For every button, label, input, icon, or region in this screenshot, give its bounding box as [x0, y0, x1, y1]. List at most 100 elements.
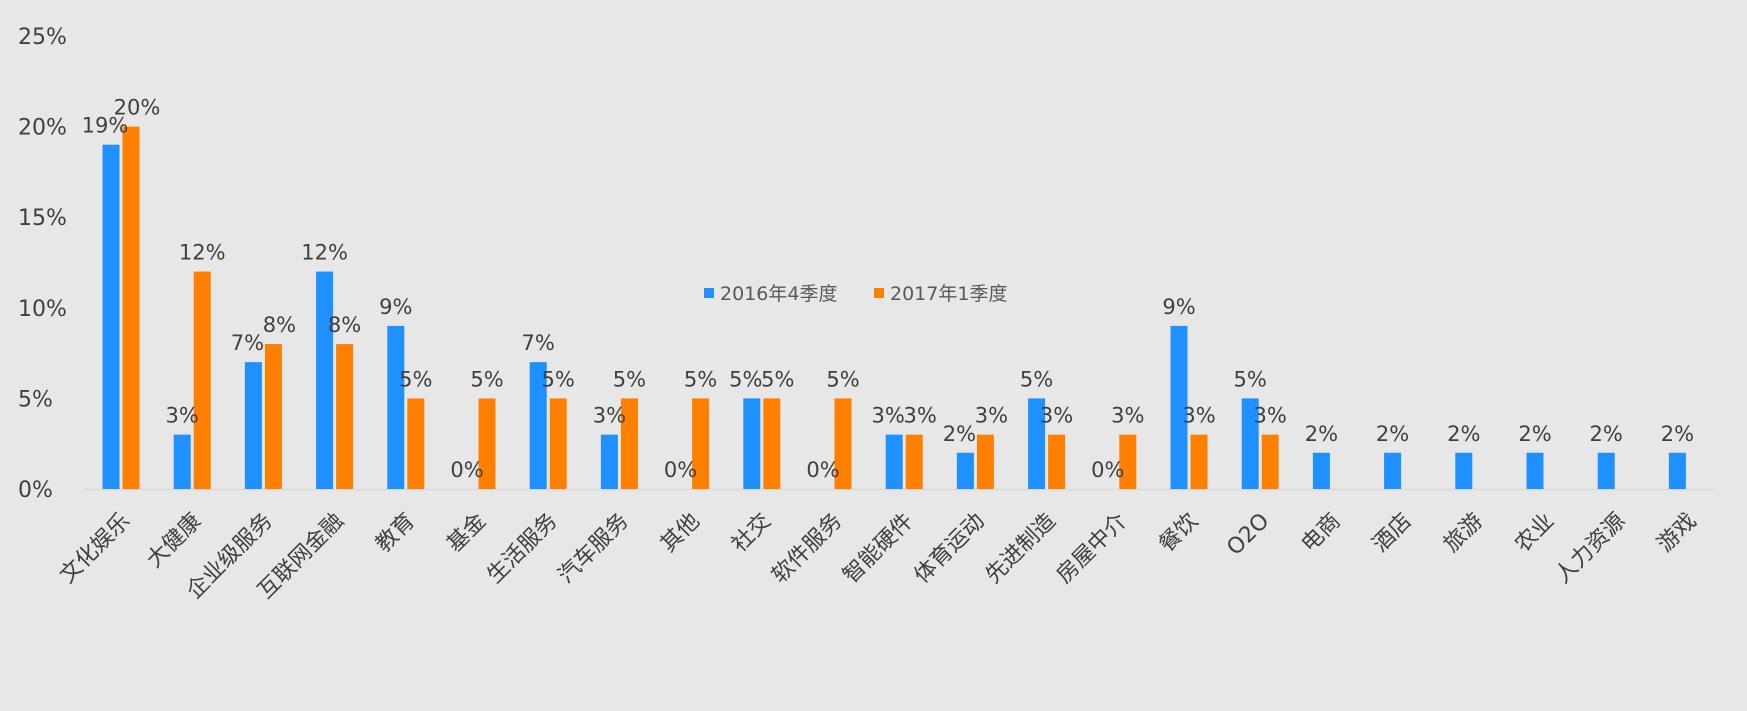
bar-series-1-1 — [173, 434, 191, 489]
bar-series-1-20 — [1526, 452, 1544, 489]
y-tick-label: 25% — [18, 25, 67, 50]
legend-swatch-series-2 — [874, 288, 884, 298]
data-label-series-1-14: 0% — [1091, 458, 1124, 482]
bar-series-1-19 — [1455, 452, 1473, 489]
data-label-series-2-16: 3% — [1254, 404, 1287, 428]
bar-series-1-21 — [1597, 452, 1615, 489]
y-tick-label: 5% — [18, 387, 53, 412]
bar-series-2-6 — [549, 398, 567, 489]
data-label-series-1-10: 0% — [806, 458, 839, 482]
bar-series-2-10 — [834, 398, 852, 489]
x-category-label: 餐饮 — [1154, 509, 1203, 558]
bars — [102, 126, 1686, 489]
data-label-series-1-15: 9% — [1162, 295, 1195, 319]
bar-series-1-17 — [1312, 452, 1330, 489]
y-tick-label: 0% — [18, 478, 53, 503]
x-category-label: 基金 — [442, 509, 491, 558]
bar-series-2-11 — [905, 434, 923, 489]
data-label-series-1-21: 2% — [1590, 422, 1623, 446]
data-label-series-2-2: 8% — [263, 313, 296, 337]
bar-series-1-9 — [743, 398, 761, 489]
bar-series-2-2 — [264, 344, 282, 489]
bar-series-2-15 — [1190, 434, 1208, 489]
x-category-label: 软件服务 — [767, 509, 847, 589]
bar-series-2-9 — [763, 398, 781, 489]
x-category-label: 其他 — [656, 509, 705, 558]
bar-series-1-18 — [1384, 452, 1402, 489]
data-label-series-1-9: 5% — [729, 367, 762, 391]
bar-series-1-4 — [387, 325, 405, 489]
bar-series-2-0 — [122, 126, 140, 489]
x-category-label: 文化娱乐 — [55, 509, 135, 589]
data-label-series-1-13: 5% — [1020, 367, 1053, 391]
x-category-label: 房屋中介 — [1052, 509, 1132, 589]
y-tick-label: 10% — [18, 297, 67, 322]
data-label-series-1-17: 2% — [1305, 422, 1338, 446]
data-label-series-2-0: 20% — [114, 96, 161, 120]
bar-series-1-7 — [600, 434, 618, 489]
legend-label-series-1: 2016年4季度 — [720, 283, 837, 305]
x-category-label: 农业 — [1510, 509, 1559, 558]
data-label-series-2-8: 5% — [684, 367, 717, 391]
data-label-series-2-9: 5% — [761, 367, 794, 391]
data-label-series-2-13: 3% — [1040, 404, 1073, 428]
data-label-series-2-14: 3% — [1111, 404, 1144, 428]
bar-series-2-7 — [620, 398, 638, 489]
bar-series-1-16 — [1241, 398, 1259, 489]
data-label-series-1-20: 2% — [1518, 422, 1551, 446]
legend-swatch-series-1 — [704, 288, 714, 298]
data-label-series-1-22: 2% — [1661, 422, 1694, 446]
x-category-label: O2O — [1222, 509, 1274, 561]
x-category-label: 游戏 — [1653, 509, 1702, 558]
bar-series-1-3 — [316, 271, 334, 489]
bar-series-2-13 — [1048, 434, 1066, 489]
bar-series-1-22 — [1668, 452, 1686, 489]
x-category-label: 酒店 — [1368, 509, 1417, 558]
x-category-label: 电商 — [1297, 509, 1346, 558]
bar-series-2-16 — [1261, 434, 1279, 489]
bar-series-2-5 — [478, 398, 496, 489]
y-axis-ticks: 0% 5% 10% 15% 20% 25% — [18, 25, 67, 503]
bar-series-2-4 — [407, 398, 425, 489]
data-label-series-2-11: 3% — [904, 404, 937, 428]
data-label-series-1-4: 9% — [379, 295, 412, 319]
data-label-series-1-16: 5% — [1234, 367, 1267, 391]
data-label-series-2-7: 5% — [613, 367, 646, 391]
data-label-series-1-8: 0% — [664, 458, 697, 482]
x-category-label: 旅游 — [1439, 509, 1488, 558]
bar-series-2-12 — [976, 434, 994, 489]
x-category-label: 汽车服务 — [554, 509, 634, 589]
legend-label-series-2: 2017年1季度 — [890, 283, 1007, 305]
bar-series-2-1 — [193, 271, 211, 489]
data-label-series-1-12: 2% — [943, 422, 976, 446]
bar-series-1-12 — [956, 452, 974, 489]
bar-series-1-13 — [1028, 398, 1046, 489]
y-tick-label: 15% — [18, 206, 67, 231]
data-label-series-2-15: 3% — [1182, 404, 1215, 428]
x-category-label: 体育运动 — [910, 509, 990, 589]
data-label-series-2-1: 12% — [179, 241, 226, 265]
data-labels: 19%20%3%12%7%8%12%8%9%5%0%5%7%5%3%5%0%5%… — [82, 96, 1694, 482]
data-label-series-1-5: 0% — [450, 458, 483, 482]
x-category-label: 教育 — [371, 509, 420, 558]
data-label-series-2-4: 5% — [399, 367, 432, 391]
data-label-series-1-19: 2% — [1447, 422, 1480, 446]
data-label-series-1-11: 3% — [872, 404, 905, 428]
bar-series-1-11 — [885, 434, 903, 489]
bar-series-1-2 — [244, 362, 262, 489]
data-label-series-1-3: 12% — [301, 241, 348, 265]
x-category-label: 生活服务 — [483, 509, 563, 589]
data-label-series-1-0: 19% — [82, 114, 129, 138]
bar-series-1-6 — [529, 362, 547, 489]
data-label-series-2-3: 8% — [328, 313, 361, 337]
data-label-series-2-10: 5% — [826, 367, 859, 391]
bar-series-1-0 — [102, 144, 120, 489]
bar-series-2-8 — [692, 398, 710, 489]
y-tick-label: 20% — [18, 116, 67, 141]
x-category-label: 先进制造 — [981, 509, 1061, 589]
data-label-series-1-2: 7% — [231, 331, 264, 355]
data-label-series-1-7: 3% — [593, 404, 626, 428]
